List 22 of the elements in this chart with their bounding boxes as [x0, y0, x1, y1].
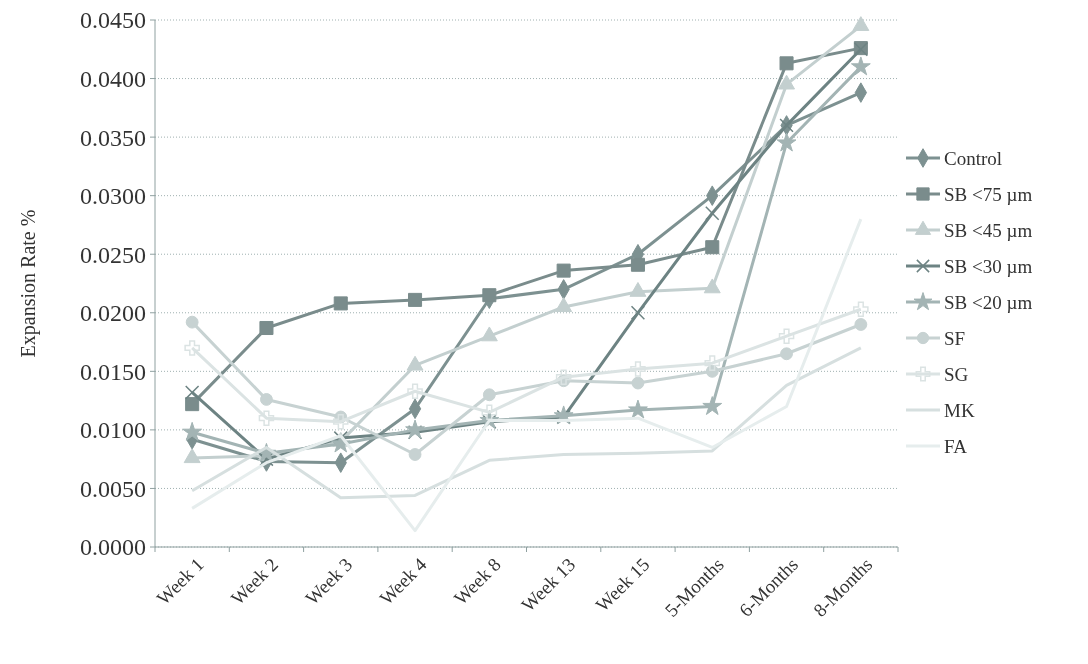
- y-tick-label: 0.0050: [80, 475, 146, 502]
- legend-label: FA: [944, 435, 968, 457]
- legend-label: SB <75 µm: [944, 183, 1033, 205]
- y-tick-label: 0.0300: [80, 183, 146, 210]
- x-tick-label: Week 13: [517, 553, 580, 616]
- legend-label: SB <30 µm: [944, 255, 1033, 277]
- legend-label: SF: [944, 327, 966, 349]
- y-tick-label: 0.0250: [80, 241, 146, 268]
- legend-label: SG: [944, 363, 969, 385]
- legend-label: SB <45 µm: [944, 219, 1033, 241]
- y-tick-label: 0.0200: [80, 300, 146, 327]
- x-tick-label: Week 15: [591, 553, 654, 616]
- legend-label: SB <20 µm: [944, 291, 1033, 313]
- y-axis-title: Expansion Rate %: [17, 209, 40, 358]
- y-tick-label: 0.0350: [80, 124, 146, 151]
- y-tick-label: 0.0150: [80, 358, 146, 385]
- legend-label: Control: [944, 147, 1003, 169]
- legend-label: MK: [944, 399, 975, 421]
- y-tick-label: 0.0400: [80, 65, 146, 92]
- y-tick-label: 0.0100: [80, 417, 146, 444]
- y-tick-label: 0.0450: [80, 7, 146, 34]
- y-tick-label: 0.0000: [80, 534, 146, 561]
